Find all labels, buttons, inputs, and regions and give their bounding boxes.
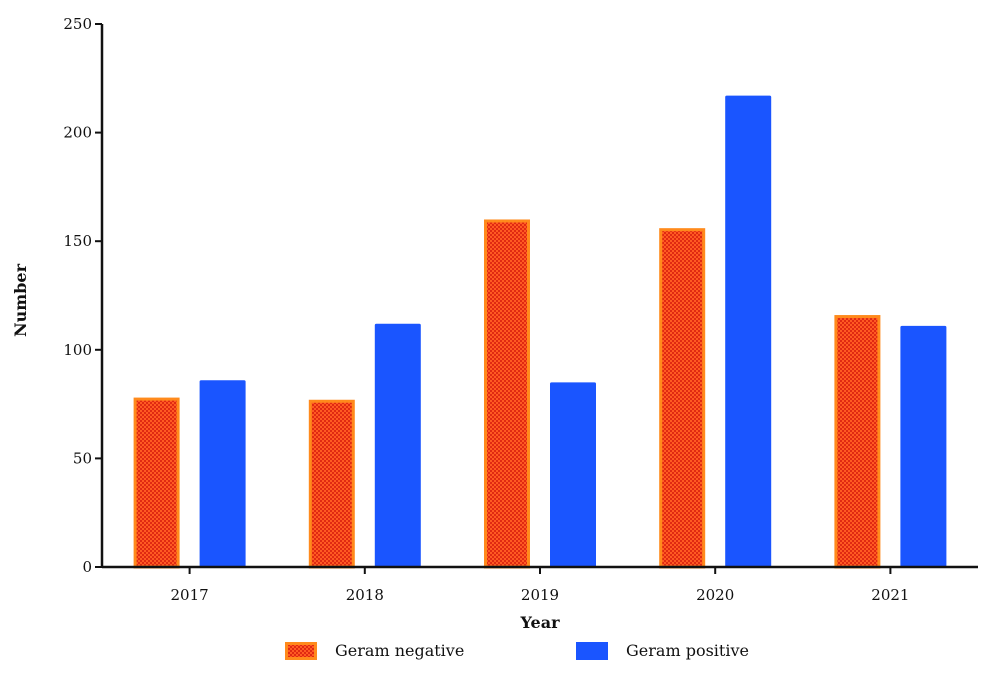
- legend-label: Geram positive: [626, 641, 749, 660]
- bar-geram-negative-2018: [308, 399, 355, 569]
- y-tick-label: 0: [82, 558, 92, 576]
- legend-swatch: [285, 642, 317, 660]
- bar-geram-negative-2020: [659, 228, 706, 569]
- x-tick-label: 2020: [696, 586, 734, 604]
- legend-label: Geram negative: [335, 641, 464, 660]
- bars-layer: [133, 95, 947, 569]
- bar-geram-positive-2021: [900, 325, 947, 567]
- x-tick-label: 2017: [171, 586, 209, 604]
- bar-geram-positive-2020: [725, 95, 772, 568]
- x-ticks: 2017 2018 2019 2020 2021: [171, 567, 909, 604]
- y-tick-label: 100: [63, 341, 92, 359]
- bar-geram-positive-2017: [199, 380, 246, 567]
- y-tick-label: 200: [63, 124, 92, 142]
- y-tick-label: 150: [63, 232, 92, 250]
- x-axis-title: Year: [519, 613, 560, 632]
- legend-item-geram-positive: Geram positive: [576, 641, 749, 660]
- legend-swatch: [576, 642, 608, 660]
- bar-geram-positive-2018: [374, 323, 421, 567]
- x-tick-label: 2019: [521, 586, 559, 604]
- y-tick-label: 50: [73, 449, 92, 467]
- x-tick-label: 2021: [871, 586, 909, 604]
- y-ticks: 0 50 100 150 200 250: [63, 15, 102, 576]
- legend: Geram negative Geram positive: [285, 641, 749, 660]
- bar-geram-negative-2021: [834, 315, 881, 569]
- x-tick-label: 2018: [346, 586, 384, 604]
- y-axis-title: Number: [11, 263, 30, 337]
- bar-geram-negative-2017: [133, 397, 180, 569]
- legend-item-geram-negative: Geram negative: [285, 641, 464, 660]
- y-tick-label: 250: [63, 15, 92, 33]
- bar-geram-positive-2019: [550, 382, 596, 567]
- bar-geram-negative-2019: [484, 219, 530, 569]
